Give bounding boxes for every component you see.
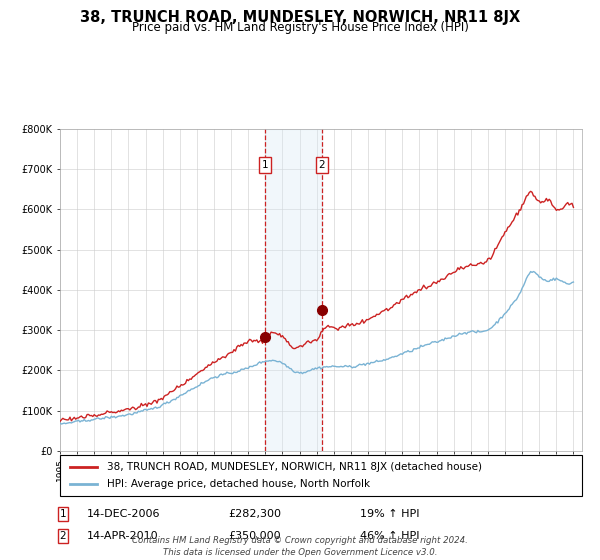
Text: 46% ↑ HPI: 46% ↑ HPI — [360, 531, 419, 541]
FancyBboxPatch shape — [60, 455, 582, 496]
Text: 38, TRUNCH ROAD, MUNDESLEY, NORWICH, NR11 8JX: 38, TRUNCH ROAD, MUNDESLEY, NORWICH, NR1… — [80, 10, 520, 25]
Text: £350,000: £350,000 — [228, 531, 281, 541]
Text: Price paid vs. HM Land Registry's House Price Index (HPI): Price paid vs. HM Land Registry's House … — [131, 21, 469, 34]
Bar — [265, 129, 322, 451]
Text: £282,300: £282,300 — [228, 509, 281, 519]
Text: HPI: Average price, detached house, North Norfolk: HPI: Average price, detached house, Nort… — [107, 479, 370, 489]
Text: 1: 1 — [59, 509, 67, 519]
Text: Contains HM Land Registry data © Crown copyright and database right 2024.
This d: Contains HM Land Registry data © Crown c… — [132, 536, 468, 557]
Text: 19% ↑ HPI: 19% ↑ HPI — [360, 509, 419, 519]
Text: 14-APR-2010: 14-APR-2010 — [87, 531, 158, 541]
Text: 2: 2 — [59, 531, 67, 541]
Text: 2: 2 — [319, 160, 325, 170]
Text: 38, TRUNCH ROAD, MUNDESLEY, NORWICH, NR11 8JX (detached house): 38, TRUNCH ROAD, MUNDESLEY, NORWICH, NR1… — [107, 461, 482, 472]
Text: 1: 1 — [262, 160, 268, 170]
Text: 14-DEC-2006: 14-DEC-2006 — [87, 509, 161, 519]
